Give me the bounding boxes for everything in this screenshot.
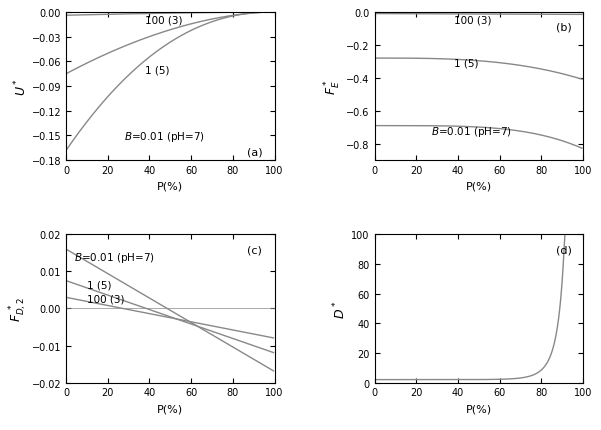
- Text: (a): (a): [248, 147, 263, 157]
- Text: $B$=0.01 (pH=7): $B$=0.01 (pH=7): [75, 250, 156, 264]
- Text: $B$=0.01 (pH=7): $B$=0.01 (pH=7): [431, 124, 512, 138]
- Y-axis label: $U^*$: $U^*$: [12, 78, 29, 96]
- Text: (d): (d): [556, 245, 572, 255]
- Text: 100 (3): 100 (3): [87, 293, 124, 303]
- Text: (b): (b): [556, 23, 572, 33]
- Text: 1 (5): 1 (5): [145, 65, 170, 76]
- Text: 100 (3): 100 (3): [145, 15, 183, 25]
- Text: (c): (c): [248, 245, 262, 255]
- Text: $B$=0.01 (pH=7): $B$=0.01 (pH=7): [124, 130, 206, 144]
- Y-axis label: $D^*$: $D^*$: [332, 300, 349, 318]
- X-axis label: P(%): P(%): [466, 181, 492, 191]
- Y-axis label: $F_E^*$: $F_E^*$: [323, 79, 343, 95]
- Text: 100 (3): 100 (3): [454, 15, 491, 25]
- Text: 1 (5): 1 (5): [454, 58, 478, 68]
- X-axis label: P(%): P(%): [466, 403, 492, 413]
- Y-axis label: $F_{D,2}^{\ *}$: $F_{D,2}^{\ *}$: [7, 296, 29, 321]
- Text: 1 (5): 1 (5): [87, 280, 111, 290]
- X-axis label: P(%): P(%): [157, 403, 183, 413]
- X-axis label: P(%): P(%): [157, 181, 183, 191]
